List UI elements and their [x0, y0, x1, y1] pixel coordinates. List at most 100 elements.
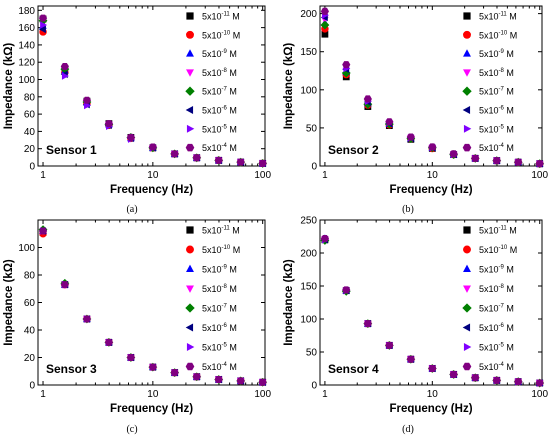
sensor-label: Sensor 2	[328, 143, 379, 157]
y-tick-label: 250	[300, 216, 317, 227]
y-tick-label: 20	[24, 353, 36, 364]
y-tick-label: 200	[300, 9, 317, 20]
legend: 5x10-11 M 5x10-10 M 5x10-9 M 5x10-8 M 5x10-7…	[462, 12, 517, 154]
legend-label: 5x10-5 M	[479, 124, 514, 134]
y-axis-label: Impedance (kΩ)	[283, 259, 295, 346]
sensor-label: Sensor 4	[328, 362, 379, 376]
legend-marker	[464, 125, 471, 133]
y-tick-label: 50	[306, 348, 318, 359]
legend-marker	[186, 324, 193, 332]
legend-marker	[186, 106, 193, 114]
legend-marker	[463, 324, 470, 332]
y-tick-label: 100	[300, 315, 317, 326]
legend-label: 5x10-10 M	[202, 30, 240, 40]
legend-marker	[463, 69, 471, 76]
chart-panel-4: 0501001502002501 10 100Frequency (Hz)Imped…	[283, 216, 549, 436]
x-tick-label: 100	[531, 170, 548, 181]
legend-marker	[185, 87, 194, 96]
legend-marker	[463, 106, 470, 114]
sensor-label: Sensor 1	[46, 143, 97, 157]
x-tick-label: 1	[322, 170, 328, 181]
legend-marker	[186, 144, 195, 151]
legend-marker	[462, 303, 471, 312]
y-tick-label: 200	[300, 249, 317, 260]
legend-label: 5x10-8 M	[479, 284, 514, 294]
sensor-label: Sensor 3	[46, 362, 97, 376]
y-axis-label: Impedance (kΩ)	[3, 259, 15, 346]
y-tick-label: 80	[24, 271, 36, 282]
y-tick-label: 150	[300, 282, 317, 293]
legend: 5x10-11 M 5x10-10 M 5x10-9 M 5x10-8 M 5x10-7…	[185, 226, 240, 373]
legend-label: 5x10-10 M	[202, 245, 240, 255]
legend-label: 5x10-6 M	[202, 323, 237, 333]
legend-marker	[186, 49, 194, 56]
y-tick-label: 100	[300, 85, 317, 96]
legend-label: 5x10-8 M	[479, 68, 514, 78]
legend-label: 5x10-7 M	[479, 87, 514, 97]
legend-marker	[463, 285, 471, 292]
x-tick-label: 100	[254, 170, 271, 181]
legend-marker	[463, 144, 472, 151]
y-axis-label: Impedance (kΩ)	[283, 43, 295, 130]
panel-caption: (a)	[126, 204, 137, 215]
legend: 5x10-11 M 5x10-10 M 5x10-9 M 5x10-8 M 5x10-7…	[462, 226, 517, 373]
y-tick-label: 50	[306, 123, 318, 134]
legend-marker	[186, 285, 194, 292]
legend-label: 5x10-6 M	[202, 106, 237, 116]
y-tick-label: 40	[24, 326, 36, 337]
y-tick-label: 180	[18, 6, 35, 17]
y-tick-label: 80	[24, 92, 36, 103]
x-axis-label: Frequency (Hz)	[110, 184, 193, 196]
legend-marker	[463, 265, 471, 272]
legend-marker	[463, 12, 470, 19]
x-axis-label: Frequency (Hz)	[110, 403, 193, 415]
legend-label: 5x10-8 M	[202, 284, 237, 294]
panel-caption: (b)	[402, 204, 414, 215]
legend-label: 5x10-5 M	[479, 343, 514, 353]
legend-label: 5x10-11 M	[479, 12, 517, 22]
panel-caption: (c)	[126, 424, 137, 435]
legend-label: 5x10-4 M	[202, 362, 237, 372]
legend-marker	[463, 31, 471, 39]
legend-label: 5x10-8 M	[202, 68, 237, 78]
y-tick-label: 100	[18, 75, 35, 86]
legend-label: 5x10-6 M	[479, 323, 514, 333]
legend-label: 5x10-10 M	[479, 30, 517, 40]
legend-label: 5x10-9 M	[202, 49, 237, 59]
y-tick-label: 150	[300, 47, 317, 58]
x-tick-label: 10	[147, 170, 159, 181]
legend-label: 5x10-9 M	[202, 265, 237, 275]
legend-marker	[186, 12, 193, 19]
x-tick-label: 1	[322, 389, 328, 400]
legend-label: 5x10-7 M	[202, 87, 237, 97]
legend-marker	[464, 343, 471, 351]
legend-label: 5x10-4 M	[479, 362, 514, 372]
legend-marker	[186, 69, 194, 76]
x-tick-label: 1	[40, 389, 46, 400]
legend-marker	[463, 246, 471, 254]
y-tick-label: 140	[18, 40, 35, 51]
legend-marker	[187, 343, 194, 351]
legend-marker	[462, 87, 471, 96]
legend-label: 5x10-11 M	[202, 226, 240, 236]
legend-marker	[463, 363, 472, 370]
y-tick-label: 20	[24, 144, 36, 155]
legend-marker	[186, 265, 194, 272]
y-axis-label: Impedance (kΩ)	[3, 43, 15, 130]
x-axis-label: Frequency (Hz)	[389, 403, 472, 415]
legend-marker	[185, 303, 194, 312]
legend-marker	[186, 246, 194, 254]
x-axis-label: Frequency (Hz)	[389, 184, 472, 196]
x-tick-label: 100	[254, 389, 271, 400]
legend-label: 5x10-11 M	[202, 12, 240, 22]
y-tick-label: 120	[18, 58, 35, 69]
y-tick-label: 60	[24, 298, 36, 309]
legend-label: 5x10-4 M	[202, 143, 237, 153]
legend-label: 5x10-6 M	[479, 106, 514, 116]
legend-label: 5x10-4 M	[479, 143, 514, 153]
legend-marker	[463, 49, 471, 56]
x-tick-label: 10	[427, 170, 439, 181]
legend-marker	[186, 31, 194, 39]
legend-marker	[186, 363, 195, 370]
chart-panel-1: 0204060801001201401601801 10 100Frequency …	[3, 6, 271, 215]
